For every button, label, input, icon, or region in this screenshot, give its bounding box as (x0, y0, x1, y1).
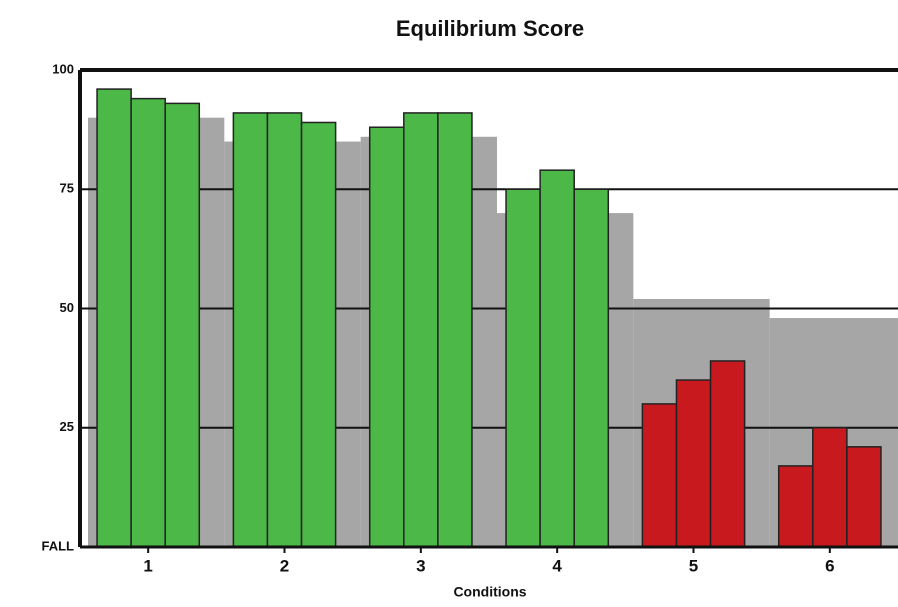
bar (96, 88, 132, 548)
x-tick-label: 5 (689, 556, 698, 575)
bar (368, 126, 405, 548)
y-tick-label: 75 (60, 181, 74, 196)
x-tick-label: 3 (416, 556, 425, 575)
y-tick-label: 100 (52, 61, 74, 76)
y-tick-label: 25 (60, 419, 74, 434)
y-tick-label: 50 (60, 300, 74, 315)
bar (437, 112, 473, 548)
x-tick-label: 6 (825, 556, 834, 575)
bar (232, 112, 269, 548)
bar (164, 102, 201, 548)
bar (403, 112, 439, 548)
bar (641, 403, 678, 548)
x-axis-title: Conditions (453, 584, 526, 600)
bar (539, 169, 575, 548)
bar (300, 121, 337, 548)
x-tick-label: 1 (143, 556, 152, 575)
bar (812, 427, 848, 548)
bar (846, 446, 882, 548)
bar (675, 379, 712, 548)
x-tick-label: 2 (280, 556, 289, 575)
bar (130, 97, 166, 548)
bar (505, 188, 541, 548)
y-tick-label: FALL (42, 538, 75, 553)
bar (573, 188, 610, 548)
bar (709, 360, 746, 548)
x-tick-label: 4 (552, 556, 562, 575)
chart-title: Equilibrium Score (396, 16, 584, 41)
bar (266, 112, 303, 548)
bar (777, 465, 814, 548)
